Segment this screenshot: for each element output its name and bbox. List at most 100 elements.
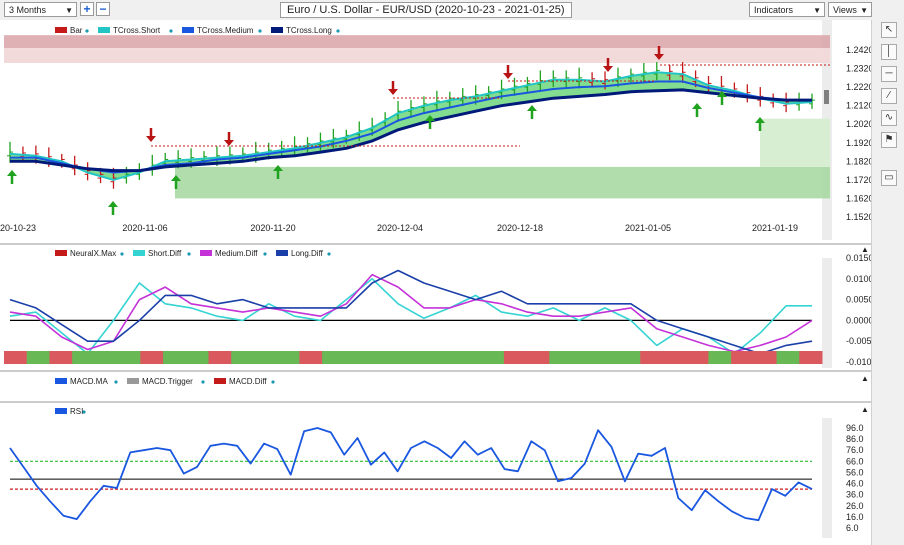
- price-panel: 1.2420 1.2320 1.2220 1.2120 1.2020 1.1920 1.18…: [0, 35, 871, 233]
- neuralx-strip-cell: [617, 351, 641, 364]
- legend-swatch: [55, 250, 67, 256]
- rsi-y-tick-label: 6.0: [846, 523, 859, 533]
- chart-title: Euro / U.S. Dollar - EUR/USD (2020-10-23…: [280, 2, 572, 18]
- neuralx-strip-cell: [572, 351, 596, 364]
- buy-signal-arrow-head: [755, 117, 765, 123]
- timeframe-value: 3 Months: [9, 5, 47, 15]
- legend-swatch: [55, 27, 67, 33]
- dropdown-arrow-icon: ▼: [65, 6, 73, 15]
- legend-label: Bar: [70, 26, 83, 35]
- horizontal-line-button[interactable]: ─: [881, 66, 897, 82]
- vertical-line-button[interactable]: │: [881, 44, 897, 60]
- rsi-y-tick-label: 46.0: [846, 479, 864, 489]
- legend-dot: [201, 380, 205, 384]
- trendline-button[interactable]: ⁄: [881, 88, 897, 104]
- toolbar: 3 Months ▼ + − Euro / U.S. Dollar - EUR/…: [0, 0, 904, 21]
- neuralx-strip-cell: [662, 351, 687, 364]
- legend-swatch: [214, 378, 226, 384]
- neuralx-strip-cell: [685, 351, 709, 364]
- legend-swatch: [200, 250, 212, 256]
- neuralx-strip-cell: [299, 351, 323, 364]
- buy-signal-arrow-head: [692, 103, 702, 109]
- rsi-panel: 96.086.076.066.056.0 46.036.026.016.06.0: [9, 423, 864, 533]
- legend-swatch: [55, 378, 67, 384]
- buy-signal-arrow-head: [108, 201, 118, 207]
- price-y-tick-label: 1.2220: [846, 82, 871, 92]
- x-tick-label: 2021-01-19: [752, 223, 798, 233]
- vertical-line-icon: │: [885, 46, 893, 57]
- sell-signal-arrow-head: [503, 73, 513, 79]
- neuralx-strip-cell: [458, 351, 482, 364]
- legend-dot: [327, 252, 331, 256]
- neuralx-strip-cell: [49, 351, 73, 364]
- dropdown-arrow-icon: ▼: [860, 6, 868, 15]
- legend-dot: [169, 29, 173, 33]
- diff-y-tick-label: 0.0000: [846, 315, 871, 325]
- legend-label: TCross.Long: [286, 26, 332, 35]
- neuralx-strip-cell: [708, 351, 732, 364]
- neuralx-strip-cell: [344, 351, 369, 364]
- neuralx-strip-cell: [4, 351, 28, 364]
- neuralx-strip-cell: [481, 351, 505, 364]
- diff-y-tick-label: -0.0050: [846, 336, 871, 346]
- neuralx-strip-cell: [72, 351, 96, 364]
- legend-swatch: [98, 27, 110, 33]
- buy-signal-arrow-head: [527, 105, 537, 111]
- buy-signal-arrow-head: [717, 91, 727, 97]
- sell-signal-arrow-head: [603, 66, 613, 72]
- legend-swatch: [276, 250, 288, 256]
- legend-label: MACD.MA: [70, 377, 108, 386]
- price-y-tick-label: 1.1720: [846, 175, 871, 185]
- wave-button[interactable]: ∿: [881, 110, 897, 126]
- collapse-arrow-icon: ▲: [861, 374, 869, 383]
- wave-icon: ∿: [884, 112, 894, 123]
- x-tick-label: 2021-01-05: [625, 223, 671, 233]
- neuralx-strip-cell: [94, 351, 119, 364]
- x-tick-label: 2020-11-06: [122, 223, 167, 233]
- neuralx-strip-cell: [731, 351, 755, 364]
- flag-icon: ⚑: [884, 134, 894, 145]
- legend-swatch: [182, 27, 194, 33]
- cursor-tool-button[interactable]: ↖: [881, 22, 897, 38]
- views-button[interactable]: Views ▼: [828, 2, 872, 17]
- price-y-tick-label: 1.1620: [846, 193, 871, 203]
- dropdown-arrow-icon: ▼: [813, 6, 821, 15]
- legend-label: Medium.Diff: [215, 249, 258, 258]
- comment-icon: ▭: [884, 172, 894, 183]
- price-y-tick-label: 1.1820: [846, 156, 871, 166]
- legend-dot: [187, 252, 191, 256]
- rsi-y-tick-label: 16.0: [846, 512, 864, 522]
- neuralx-strip-cell: [776, 351, 800, 364]
- resistance-zone-light: [4, 48, 830, 63]
- comment-button[interactable]: ▭: [881, 170, 897, 186]
- timeframe-select[interactable]: 3 Months ▼: [4, 2, 77, 17]
- zoom-in-button[interactable]: +: [80, 2, 94, 16]
- indicators-button[interactable]: Indicators ▼: [749, 2, 825, 17]
- legend-swatch: [127, 378, 139, 384]
- collapse-arrow-icon: ▲: [861, 405, 869, 414]
- neuralx-strip-cell: [753, 351, 778, 364]
- legend-label: MACD.Diff: [229, 377, 267, 386]
- x-tick-label: 2020-11-20: [250, 223, 295, 233]
- neuralx-strip-cell: [276, 351, 300, 364]
- neuralx-strip-cell: [367, 351, 391, 364]
- rsi-line: [9, 427, 813, 522]
- price-y-tick-label: 1.2320: [846, 64, 871, 74]
- x-tick-label: 2020-12-04: [377, 223, 423, 233]
- chart-area: 1.2420 1.2320 1.2220 1.2120 1.2020 1.1920 1.18…: [0, 20, 871, 538]
- support-zone-light: [760, 118, 830, 167]
- rsi-y-tick-label: 96.0: [846, 423, 864, 433]
- legend-label: NeuralX.Max: [70, 249, 116, 258]
- sell-signal-arrow-head: [146, 136, 156, 142]
- neuralx-strip-cell: [594, 351, 618, 364]
- neuralx-strip-cell: [799, 351, 823, 364]
- diff-series-line: [9, 277, 812, 355]
- buy-signal-arrow-head: [425, 115, 435, 121]
- flag-button[interactable]: ⚑: [881, 132, 897, 148]
- legends: Bar TCross.Short TCross.Medium TCross.Long N…: [55, 26, 869, 416]
- drawing-toolbar: ↖ │ ─ ⁄ ∿ ⚑ ▭: [871, 20, 904, 545]
- zoom-out-button[interactable]: −: [96, 2, 110, 16]
- rsi-y-tick-label: 36.0: [846, 490, 864, 500]
- diff-y-tick-label: 0.0150: [846, 253, 871, 263]
- neuralx-strip-cell: [117, 351, 141, 364]
